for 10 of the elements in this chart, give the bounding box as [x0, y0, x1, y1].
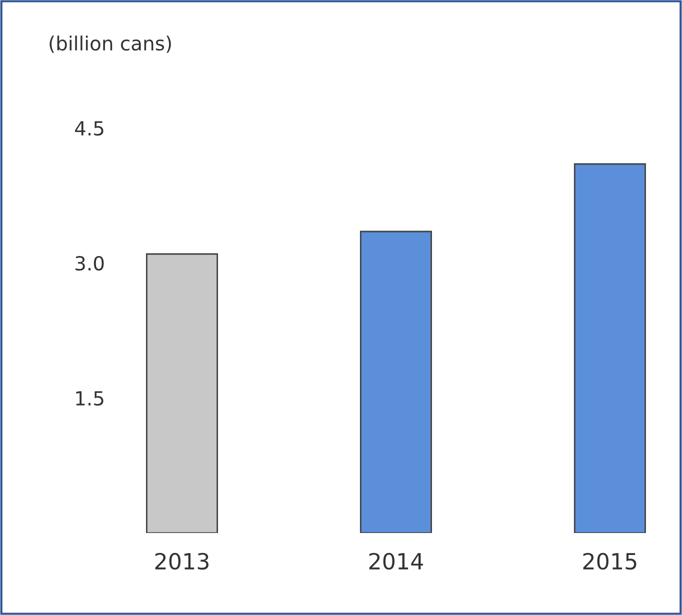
x-tick-label: 2014 [369, 552, 423, 570]
bar [360, 230, 432, 533]
bar [146, 253, 218, 533]
y-tick-label: 3.0 [76, 256, 104, 271]
x-tick-label: 2013 [155, 552, 208, 570]
y-tick-label: 4.5 [75, 121, 104, 136]
x-tick-label: 2015 [583, 552, 636, 570]
y-tick-label: 1.5 [76, 391, 104, 406]
bar [574, 163, 646, 533]
y-axis-title: (billion cans) [50, 36, 171, 53]
